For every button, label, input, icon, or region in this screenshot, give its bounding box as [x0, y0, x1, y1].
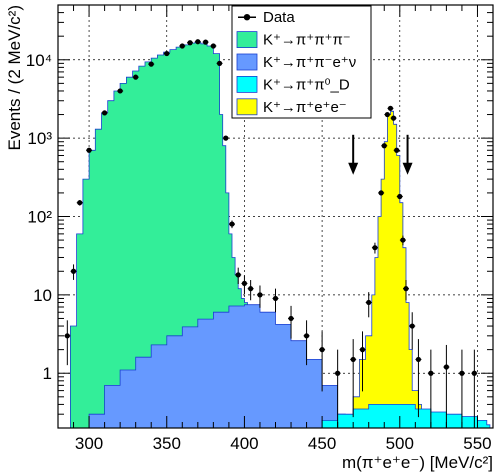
legend-swatch: [236, 76, 258, 93]
data-point: [372, 245, 378, 251]
data-point: [381, 143, 387, 149]
data-point: [164, 50, 170, 57]
data-point: [133, 74, 139, 80]
data-point: [335, 370, 341, 376]
data-points: [64, 39, 478, 428]
x-tick-label: 350: [153, 434, 181, 453]
histogram-areas: [64, 42, 491, 429]
x-tick-label: 300: [75, 434, 103, 453]
data-point: [216, 60, 223, 66]
data-point: [117, 88, 123, 94]
x-tick-label: 550: [463, 434, 491, 453]
x-tick-label: 400: [230, 434, 258, 453]
legend-label: K⁺→π⁺e⁺e⁻: [263, 99, 347, 116]
data-point: [459, 370, 465, 376]
data-point: [471, 370, 477, 376]
data-point: [384, 111, 390, 118]
data-point: [148, 61, 154, 67]
legend-label: K⁺→π⁺π⁻e⁺ν: [263, 54, 356, 71]
data-point: [235, 272, 241, 278]
window-arrow-head: [402, 162, 413, 175]
data-point: [366, 299, 372, 306]
window-arrow: [402, 134, 413, 175]
data-point: [257, 292, 263, 298]
legend: Data K⁺→π⁺π⁺π⁻ K⁺→π⁺π⁻e⁺ν K⁺→π⁺π⁰_D K⁺→π⁺e⁺e…: [231, 5, 372, 119]
legend-entry: K⁺→π⁺π⁰_D: [236, 76, 350, 93]
data-point: [387, 105, 394, 111]
data-point: [195, 39, 201, 45]
pi0-dalitz-histogram: [306, 404, 491, 429]
data-point: [303, 333, 310, 339]
legend-swatch: [236, 98, 258, 116]
data-point: [187, 40, 193, 46]
data-point: [390, 115, 397, 121]
legend-entry: K⁺→π⁺e⁺e⁻: [236, 98, 347, 116]
x-axis: 300 350 400 450 500 550: [57, 5, 494, 453]
y-axis: 1 10 10² 10³ 10⁴: [26, 4, 493, 429]
data-point: [241, 280, 248, 287]
data-point: [210, 43, 216, 49]
data-point: [102, 110, 108, 116]
y-tick-label: 10²: [27, 208, 52, 227]
signal-histogram: [352, 110, 422, 429]
data-point: [359, 347, 366, 353]
legend-label: K⁺→π⁺π⁰_D: [263, 76, 350, 93]
x-tick-label: 500: [386, 434, 414, 453]
window-arrow: [348, 134, 359, 175]
data-point: [443, 364, 449, 370]
data-point: [229, 221, 235, 227]
x-tick-label: 450: [308, 434, 336, 453]
x-axis-title: m(π⁺e⁺e⁻) [MeV/c²]: [342, 453, 493, 472]
data-point: [378, 190, 384, 196]
data-point: [86, 147, 92, 153]
legend-label: K⁺→π⁺π⁺π⁻: [263, 32, 351, 49]
data-point: [409, 323, 415, 329]
data-point: [415, 356, 422, 363]
data-point: [77, 200, 83, 206]
data-point: [350, 356, 356, 363]
legend-entry: K⁺→π⁺π⁻e⁺ν: [236, 53, 356, 71]
data-point: [64, 333, 70, 339]
data-point: [70, 268, 77, 274]
data-point: [179, 43, 185, 49]
y-axis-title: Events / (2 MeV/c²): [5, 5, 24, 150]
y-tick-label: 10: [33, 286, 52, 305]
data-point: [202, 39, 209, 45]
data-point: [272, 295, 279, 302]
legend-entry: K⁺→π⁺π⁺π⁻: [236, 31, 351, 49]
legend-swatch: [236, 53, 258, 71]
y-tick-label: 10³: [27, 129, 52, 148]
legend-entry: Data: [238, 9, 295, 26]
data-point: [397, 193, 403, 200]
data-point: [319, 347, 325, 353]
legend-swatch: [236, 31, 258, 49]
legend-marker: [243, 14, 251, 21]
data-point: [403, 286, 409, 292]
data-point: [223, 135, 229, 141]
data-point: [248, 286, 254, 292]
data-point: [428, 370, 434, 376]
data-point: [288, 315, 294, 322]
data-point: [400, 237, 406, 243]
y-tick-label: 10⁴: [26, 51, 52, 70]
y-tick-label: 1: [43, 364, 52, 383]
legend-label: Data: [263, 9, 295, 26]
window-arrow-head: [348, 162, 359, 175]
data-point: [394, 147, 400, 153]
